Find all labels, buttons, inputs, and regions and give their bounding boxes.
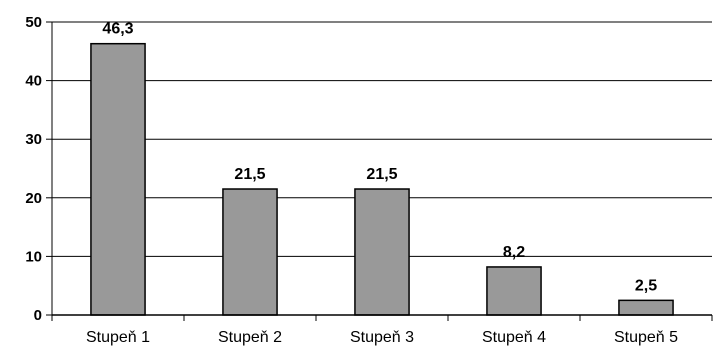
x-axis: Stupeň 1 Stupeň 2 Stupeň 3 Stupeň 4 Stupeň 5	[51, 314, 713, 346]
bar	[90, 42, 146, 316]
x-category-label: Stupeň 4	[482, 329, 546, 346]
y-axis: 0 10 20 30 40 50	[25, 14, 53, 324]
bars: 46,3 21,5 21,5 8,2 2,5	[90, 21, 674, 316]
gridlines	[52, 21, 712, 257]
bar	[354, 188, 410, 316]
bar	[222, 188, 278, 316]
x-category-label: Stupeň 3	[350, 329, 414, 346]
data-label: 21,5	[234, 166, 265, 183]
x-category-label: Stupeň 1	[86, 329, 150, 346]
y-tick-label: 40	[25, 73, 42, 90]
data-label: 21,5	[366, 166, 397, 183]
data-label: 46,3	[102, 21, 133, 38]
bar	[618, 299, 674, 316]
x-category-label: Stupeň 2	[218, 329, 282, 346]
y-tick-label: 30	[25, 131, 42, 148]
data-label: 2,5	[635, 277, 657, 294]
x-category-label: Stupeň 5	[614, 329, 678, 346]
y-tick-label: 0	[34, 307, 42, 324]
y-tick-label: 50	[25, 14, 42, 31]
y-tick-label: 20	[25, 190, 42, 207]
y-tick-label: 10	[25, 248, 42, 265]
bar	[486, 266, 542, 316]
data-label: 8,2	[503, 244, 525, 261]
